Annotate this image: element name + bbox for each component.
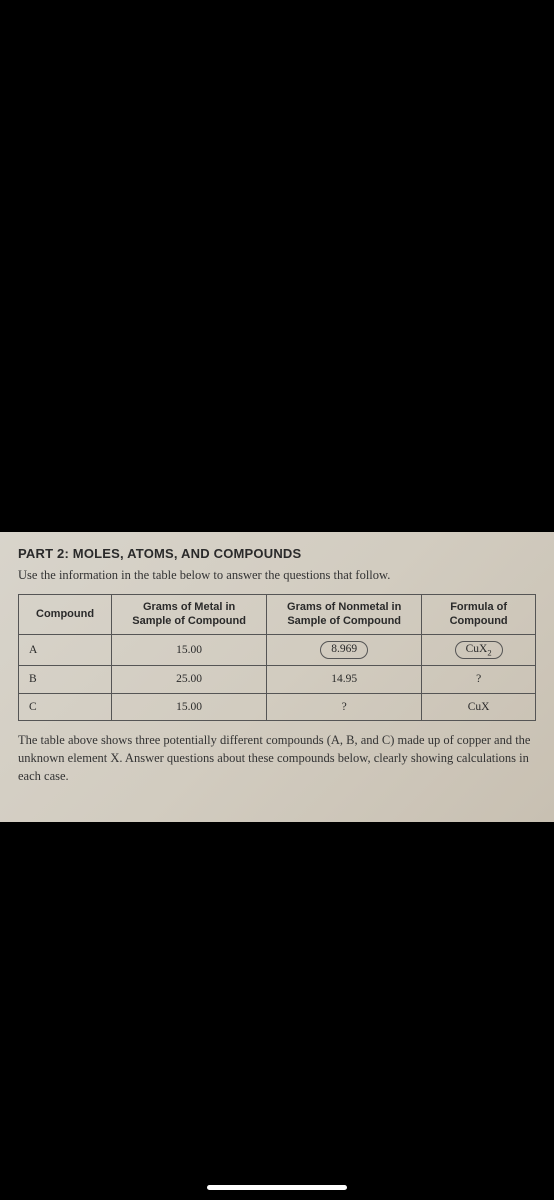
col-header-formula: Formula of Compound <box>422 594 536 635</box>
col-header-line2: Sample of Compound <box>132 615 246 627</box>
table-body: A15.008.969CuX2B25.0014.95?C15.00?CuX <box>19 635 536 721</box>
col-header-metal: Grams of Metal in Sample of Compound <box>112 594 267 635</box>
cell-metal: 15.00 <box>112 635 267 666</box>
col-header-line1: Formula of <box>450 601 507 613</box>
cell-nonmetal: ? <box>267 693 422 720</box>
cell-metal: 25.00 <box>112 666 267 693</box>
part-title: PART 2: MOLES, ATOMS, AND COMPOUNDS <box>18 546 536 561</box>
cell-nonmetal: 14.95 <box>267 666 422 693</box>
cell-nonmetal: 8.969 <box>267 635 422 666</box>
circled-value: CuX2 <box>455 641 503 659</box>
intro-text: Use the information in the table below t… <box>18 567 536 584</box>
cell-compound: A <box>19 635 112 666</box>
cell-compound: B <box>19 666 112 693</box>
table-row: B25.0014.95? <box>19 666 536 693</box>
cell-metal: 15.00 <box>112 693 267 720</box>
outro-text: The table above shows three potentially … <box>18 731 536 785</box>
col-header-line1: Grams of Nonmetal in <box>287 601 401 613</box>
cell-formula: CuX <box>422 693 536 720</box>
col-header-compound: Compound <box>19 594 112 635</box>
cell-formula: CuX2 <box>422 635 536 666</box>
home-indicator[interactable] <box>207 1185 347 1190</box>
worksheet-page: PART 2: MOLES, ATOMS, AND COMPOUNDS Use … <box>0 532 554 822</box>
col-header-line1: Compound <box>36 608 94 620</box>
col-header-line2: Compound <box>450 615 508 627</box>
circled-value: 8.969 <box>320 641 368 659</box>
col-header-nonmetal: Grams of Nonmetal in Sample of Compound <box>267 594 422 635</box>
compound-table: Compound Grams of Metal in Sample of Com… <box>18 594 536 721</box>
table-header-row: Compound Grams of Metal in Sample of Com… <box>19 594 536 635</box>
col-header-line2: Sample of Compound <box>287 615 401 627</box>
cell-formula: ? <box>422 666 536 693</box>
table-row: C15.00?CuX <box>19 693 536 720</box>
col-header-line1: Grams of Metal in <box>143 601 235 613</box>
cell-compound: C <box>19 693 112 720</box>
table-row: A15.00 8.969 CuX2 <box>19 635 536 666</box>
